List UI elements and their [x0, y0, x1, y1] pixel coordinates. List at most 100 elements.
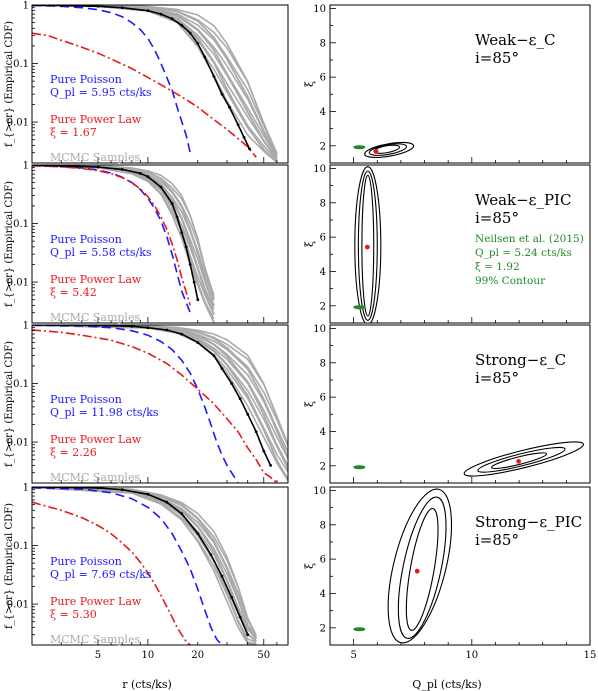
y-axis-label: ξ	[303, 81, 316, 87]
plot-area	[353, 141, 415, 158]
data-point	[146, 492, 150, 496]
legend-powerlaw: Pure Power Law	[50, 273, 142, 286]
data-point	[188, 263, 192, 266]
legend-poisson: Pure Poisson	[50, 393, 122, 406]
panel-title: Weak−ε_PIC	[475, 191, 571, 209]
y-tick-label: 2	[320, 141, 326, 152]
y-tick-label: 10	[313, 164, 326, 175]
y-tick-label: 0.01	[7, 600, 29, 611]
y-tick-label: 1	[23, 1, 29, 12]
contour-panel-3: 2 4 6 8 10 ξ Strong−ε_Ci=85°	[303, 324, 591, 484]
data-point	[242, 135, 246, 139]
data-curve	[32, 487, 249, 636]
contour-line	[354, 166, 382, 323]
legend-q-value: Q_pl = 11.98 cts/ks	[50, 406, 159, 419]
legend-mcmc: MCMC Samples	[50, 471, 140, 484]
y-axis-label: ξ	[303, 563, 316, 569]
best-fit-point	[364, 244, 370, 250]
contour-line	[361, 174, 375, 317]
legend-poisson: Pure Poisson	[50, 73, 122, 86]
data-point	[130, 325, 134, 328]
poisson-curve	[32, 325, 239, 483]
contour-line	[463, 441, 585, 477]
y-tick-label: 8	[320, 198, 326, 209]
data-point	[175, 215, 179, 219]
y-tick-label: 2	[320, 461, 326, 472]
x-tick-label: 5	[95, 650, 101, 661]
data-point	[220, 574, 224, 578]
y-tick-label: 10	[313, 324, 326, 335]
y-tick-label: 8	[320, 520, 326, 531]
data-point	[96, 487, 100, 490]
data-point	[146, 9, 150, 13]
panel-frame	[31, 486, 289, 646]
data-point	[196, 341, 200, 344]
cdf-panel-1: 0.01 0.1 1 f_{>cr} (Empirical CDF) Pure Pois…	[4, 1, 289, 164]
data-point	[96, 165, 100, 169]
data-point	[59, 165, 63, 168]
y-tick-label: 8	[320, 358, 326, 369]
panel-frame	[329, 486, 591, 646]
neilsen-annotation-line: Q_pl = 5.24 cts/ks	[475, 247, 572, 259]
mcmc-sample-line	[32, 165, 215, 296]
y-tick-label: 2	[320, 301, 326, 312]
data-point	[180, 23, 184, 27]
data-point	[170, 202, 174, 205]
data-point	[196, 42, 200, 45]
legend-mcmc: MCMC Samples	[50, 151, 140, 164]
y-axis-label: f_{>cr} (Empirical CDF)	[4, 503, 15, 629]
y-tick-label: 1	[23, 483, 29, 494]
data-curve	[32, 165, 199, 300]
data-point	[228, 105, 231, 109]
contour-panel-1: 2 4 6 8 10 ξ Weak−ε_Ci=85°	[303, 4, 591, 164]
panel-title: Strong−ε_C	[475, 351, 566, 369]
data-point	[180, 231, 184, 235]
panel-inclination: i=85°	[475, 49, 519, 67]
data-point	[196, 298, 200, 302]
x-tick-label: 20	[191, 650, 204, 661]
panel-inclination: i=85°	[475, 531, 519, 549]
y-tick-label: 1	[23, 321, 29, 332]
cdf-panel-3: 0.01 0.1 1 f_{>cr} (Empirical CDF) Pure Pois…	[4, 321, 289, 484]
data-point	[246, 633, 250, 637]
data-point	[120, 6, 124, 10]
panel-inclination: i=85°	[475, 369, 519, 387]
legend-poisson: Pure Poisson	[50, 555, 122, 568]
y-tick-label: 10	[313, 486, 326, 497]
data-point	[196, 532, 200, 535]
data-point	[192, 280, 196, 284]
neilsen-annotation-line: Neilsen et al. (2015)	[475, 233, 584, 245]
neilsen-contour	[353, 305, 366, 310]
legend-q-value: Q_pl = 5.58 cts/ks	[50, 246, 152, 259]
panel-title: Strong−ε_PIC	[475, 513, 582, 531]
panel-frame	[329, 324, 591, 484]
neilsen-contour	[353, 145, 366, 150]
y-tick-label: 6	[320, 73, 326, 84]
y-axis-label: f_{>cr} (Empirical CDF)	[4, 181, 15, 307]
legend-xi-value: ξ = 5.30	[50, 608, 97, 621]
data-point	[180, 512, 184, 516]
data-point	[170, 17, 174, 21]
data-point	[238, 615, 242, 619]
panel-inclination: i=85°	[475, 209, 519, 227]
contour-line	[397, 496, 447, 639]
data-point	[262, 449, 266, 453]
contour-line	[387, 488, 453, 644]
y-tick-label: 6	[320, 233, 326, 244]
neilsen-annotation-line: 99% Contour	[475, 275, 546, 287]
plot-area	[353, 441, 585, 477]
powerlaw-curve	[32, 165, 191, 306]
data-point	[220, 92, 224, 96]
data-point	[120, 168, 124, 171]
y-tick-label: 4	[320, 107, 326, 118]
neilsen-contour	[353, 465, 366, 470]
data-point	[159, 185, 163, 189]
plot-area	[32, 5, 278, 163]
data-point	[209, 553, 213, 556]
left-column: 0.01 0.1 1 f_{>cr} (Empirical CDF) Pure Pois…	[4, 1, 289, 661]
data-point	[236, 123, 240, 127]
data-point	[212, 354, 216, 357]
